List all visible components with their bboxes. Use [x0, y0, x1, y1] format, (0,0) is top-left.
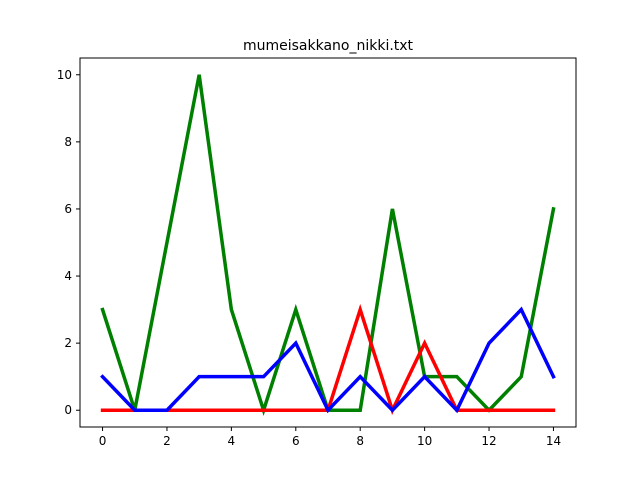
x-tick-label: 12	[481, 434, 496, 448]
y-tick-label: 8	[64, 135, 72, 149]
x-tick-label: 14	[546, 434, 561, 448]
series-layer	[100, 74, 556, 416]
x-tick-label: 6	[292, 434, 300, 448]
y-axis: 0 2 4 6 8 10	[57, 68, 80, 417]
y-tick-label: 4	[64, 269, 72, 283]
y-tick-label: 0	[64, 403, 72, 417]
series-line-1	[100, 74, 556, 416]
series-line-2	[100, 303, 556, 415]
x-tick-label: 4	[228, 434, 236, 448]
series-line-3	[100, 306, 556, 414]
x-tick-label: 0	[99, 434, 107, 448]
x-tick-label: 8	[356, 434, 364, 448]
chart-title: mumeisakkano_nikki.txt	[243, 38, 414, 54]
y-tick-label: 6	[64, 202, 72, 216]
x-axis: 0 2 4 6 8 10 12 14	[99, 427, 561, 448]
plot-frame	[79, 57, 577, 428]
y-tick-label: 2	[64, 336, 72, 350]
x-tick-label: 10	[417, 434, 432, 448]
x-tick-label: 2	[163, 434, 171, 448]
y-tick-label: 10	[57, 68, 72, 82]
